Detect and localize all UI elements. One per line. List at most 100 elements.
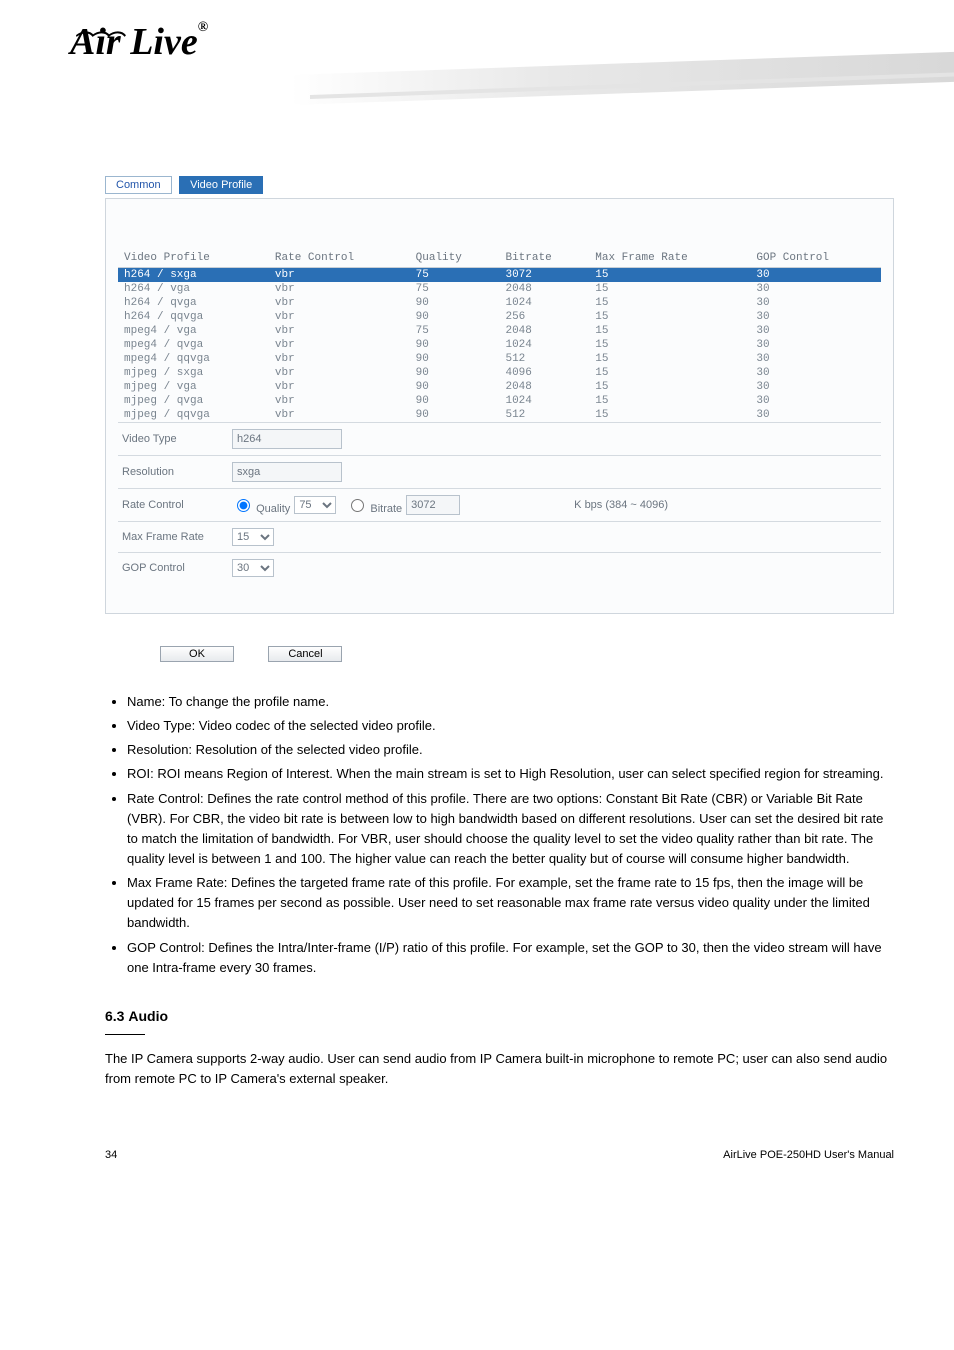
table-cell: vbr (269, 282, 410, 296)
bitrate-hint: K bps (384 ~ 4096) (574, 499, 668, 511)
table-cell: 30 (750, 366, 881, 380)
table-cell: 30 (750, 352, 881, 366)
table-cell: 30 (750, 408, 881, 422)
tab-video-profile[interactable]: Video Profile (179, 176, 263, 194)
table-cell: 30 (750, 324, 881, 338)
table-cell: 1024 (499, 394, 589, 408)
button-row: OK Cancel (160, 644, 894, 662)
table-cell: 1024 (499, 296, 589, 310)
table-row[interactable]: mpeg4 / qqvgavbr905121530 (118, 352, 881, 366)
bullet-max-frame: Max Frame Rate: Defines the targeted fra… (127, 873, 894, 933)
manual-title: AirLive POE-250HD User's Manual (723, 1149, 894, 1161)
table-row[interactable]: h264 / vgavbr7520481530 (118, 282, 881, 296)
table-cell: 15 (589, 380, 750, 394)
max-frame-select[interactable]: 15 (232, 528, 274, 546)
section-rule (105, 1034, 145, 1035)
table-cell: 90 (410, 394, 500, 408)
table-cell: vbr (269, 338, 410, 352)
label-gop: GOP Control (122, 562, 232, 574)
gop-select[interactable]: 30 (232, 559, 274, 577)
table-row[interactable]: mjpeg / vgavbr9020481530 (118, 380, 881, 394)
table-cell: vbr (269, 310, 410, 324)
label-video-type: Video Type (122, 433, 232, 445)
quality-select[interactable]: 75 (294, 496, 336, 514)
table-cell: vbr (269, 296, 410, 310)
table-cell: 90 (410, 366, 500, 380)
table-cell: 15 (589, 394, 750, 408)
table-cell: vbr (269, 380, 410, 394)
label-rate-control: Rate Control (122, 499, 232, 511)
table-cell: h264 / vga (118, 282, 269, 296)
bitrate-radio[interactable]: Bitrate (346, 496, 402, 515)
page-number: 34 (105, 1149, 117, 1161)
table-cell: 15 (589, 366, 750, 380)
table-cell: 75 (410, 268, 500, 283)
col-bitrate: Bitrate (499, 249, 589, 268)
body-text: Name: To change the profile name. Video … (105, 692, 894, 1089)
table-cell: 3072 (499, 268, 589, 283)
table-cell: 30 (750, 380, 881, 394)
table-cell: 4096 (499, 366, 589, 380)
section-heading: 6.3 Audio (105, 1006, 894, 1028)
table-cell: 15 (589, 268, 750, 283)
table-cell: 75 (410, 282, 500, 296)
table-row[interactable]: h264 / qvgavbr9010241530 (118, 296, 881, 310)
table-cell: 30 (750, 394, 881, 408)
label-max-frame: Max Frame Rate (122, 531, 232, 543)
table-cell: mjpeg / sxga (118, 366, 269, 380)
table-cell: 15 (589, 324, 750, 338)
row-gop: GOP Control 30 (118, 552, 881, 583)
table-cell: 90 (410, 338, 500, 352)
video-profile-panel: Video Profile Rate Control Quality Bitra… (105, 198, 894, 614)
table-cell: 15 (589, 408, 750, 422)
table-cell: 30 (750, 282, 881, 296)
table-cell: 90 (410, 380, 500, 394)
table-cell: 90 (410, 352, 500, 366)
table-cell: 30 (750, 338, 881, 352)
bullet-gop: GOP Control: Defines the Intra/Inter-fra… (127, 938, 894, 978)
table-cell: 75 (410, 324, 500, 338)
table-cell: 90 (410, 296, 500, 310)
label-resolution: Resolution (122, 466, 232, 478)
section-intro: The IP Camera supports 2-way audio. User… (105, 1049, 894, 1089)
table-row[interactable]: mpeg4 / vgavbr7520481530 (118, 324, 881, 338)
table-cell: 1024 (499, 338, 589, 352)
table-cell: 90 (410, 408, 500, 422)
bullet-roi: ROI: ROI means Region of Interest. When … (127, 764, 894, 784)
table-cell: vbr (269, 408, 410, 422)
table-row[interactable]: mjpeg / qvgavbr9010241530 (118, 394, 881, 408)
table-cell: mpeg4 / qvga (118, 338, 269, 352)
table-cell: vbr (269, 268, 410, 283)
cancel-button[interactable]: Cancel (268, 646, 342, 662)
col-max-frame: Max Frame Rate (589, 249, 750, 268)
tab-common[interactable]: Common (105, 176, 172, 194)
table-row[interactable]: mjpeg / sxgavbr9040961530 (118, 366, 881, 380)
table-cell: h264 / qqvga (118, 310, 269, 324)
table-cell: 15 (589, 282, 750, 296)
table-row[interactable]: h264 / qqvgavbr902561530 (118, 310, 881, 324)
table-cell: 90 (410, 310, 500, 324)
table-row[interactable]: h264 / sxgavbr7530721530 (118, 268, 881, 283)
table-cell: mjpeg / qvga (118, 394, 269, 408)
bitrate-field[interactable] (406, 495, 460, 515)
table-cell: 30 (750, 268, 881, 283)
table-cell: vbr (269, 394, 410, 408)
row-video-type: Video Type (118, 422, 881, 455)
table-cell: 512 (499, 352, 589, 366)
tab-bar: Common Video Profile (105, 175, 894, 194)
table-cell: 2048 (499, 324, 589, 338)
table-cell: h264 / qvga (118, 296, 269, 310)
table-row[interactable]: mpeg4 / qvgavbr9010241530 (118, 338, 881, 352)
quality-radio[interactable]: Quality (232, 496, 290, 515)
table-row[interactable]: mjpeg / qqvgavbr905121530 (118, 408, 881, 422)
logo-arcs-icon: ︵︵︵ (76, 15, 124, 41)
row-rate-control: Rate Control Quality 75 Bitrate K bps (3… (118, 488, 881, 521)
bullet-rate-control: Rate Control: Defines the rate control m… (127, 789, 894, 870)
ok-button[interactable]: OK (160, 646, 234, 662)
table-cell: 30 (750, 296, 881, 310)
table-cell: 15 (589, 352, 750, 366)
table-cell: 2048 (499, 282, 589, 296)
table-cell: 15 (589, 310, 750, 324)
col-rate-control: Rate Control (269, 249, 410, 268)
profiles-table: Video Profile Rate Control Quality Bitra… (118, 249, 881, 422)
